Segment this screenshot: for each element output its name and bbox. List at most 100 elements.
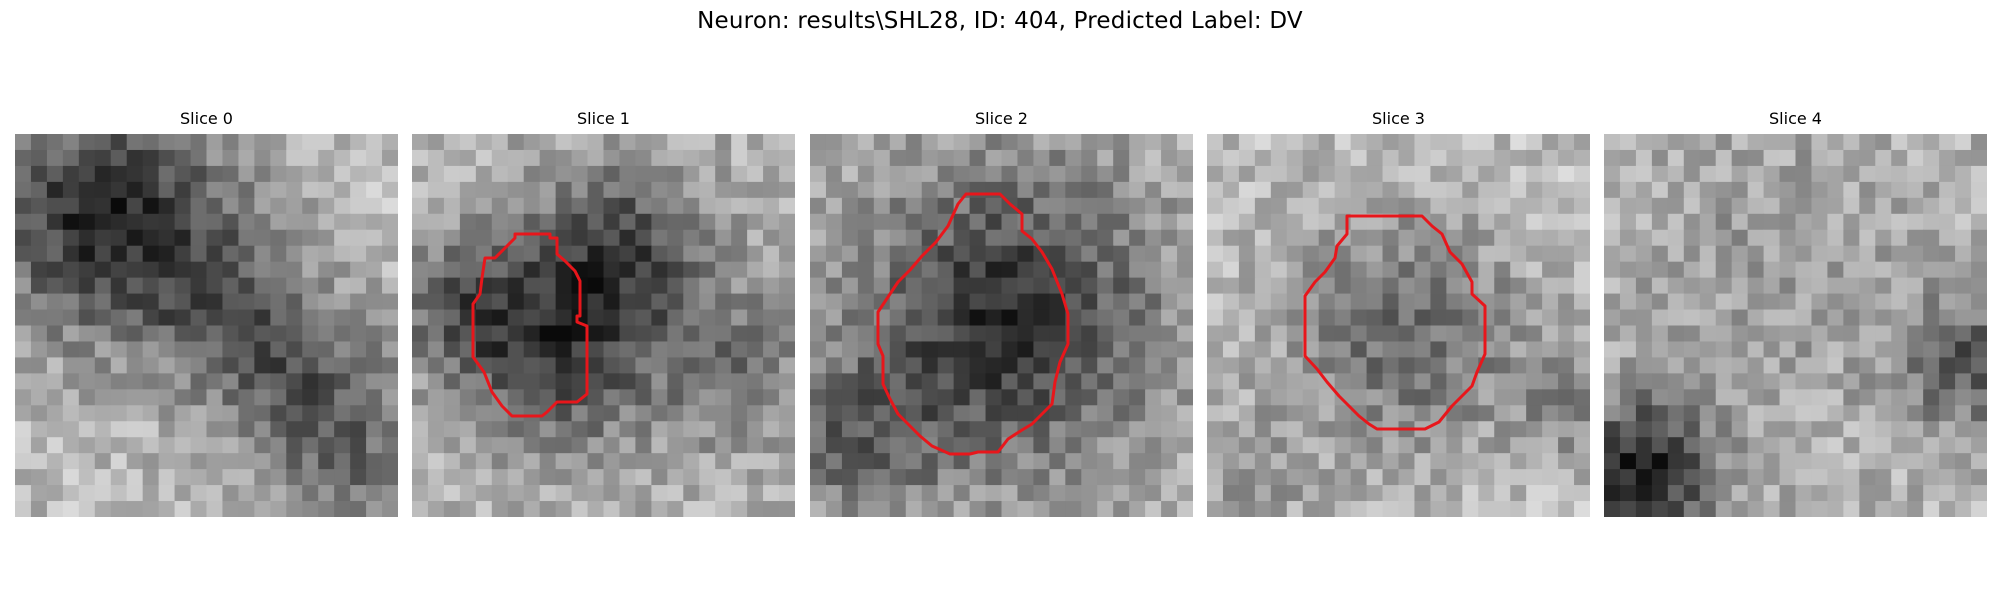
pixel <box>1382 501 1400 517</box>
pixel <box>699 453 716 470</box>
pixel <box>1177 469 1193 486</box>
pixel <box>1207 469 1224 486</box>
pixel <box>302 261 319 279</box>
pixel <box>810 197 827 215</box>
pixel <box>1619 197 1637 215</box>
pixel <box>1526 389 1543 406</box>
pixel <box>1065 405 1082 422</box>
pixel <box>889 437 907 454</box>
pixel <box>747 453 764 470</box>
pixel <box>1699 197 1717 215</box>
pixel <box>459 453 477 470</box>
pixel <box>1081 165 1098 183</box>
pixel <box>254 421 271 438</box>
pixel <box>1033 453 1050 470</box>
pixel <box>1542 213 1559 231</box>
pixel <box>1097 389 1114 406</box>
pixel <box>905 501 923 517</box>
pixel <box>366 277 383 295</box>
pixel <box>731 309 748 327</box>
pixel <box>1113 389 1130 406</box>
pixel <box>889 373 907 390</box>
pixel <box>142 485 160 502</box>
pixel <box>142 277 160 295</box>
pixel <box>699 213 716 231</box>
pixel <box>1001 325 1019 343</box>
pixel <box>1017 245 1035 263</box>
pixel <box>905 245 923 263</box>
pixel <box>969 309 987 327</box>
pixel <box>443 421 461 438</box>
pixel <box>1635 181 1653 199</box>
pixel <box>238 277 255 295</box>
pixel <box>459 245 477 263</box>
pixel <box>507 437 525 454</box>
pixel <box>350 245 367 263</box>
pixel <box>1907 421 1924 438</box>
pixel <box>1318 389 1336 406</box>
pixel <box>1907 181 1924 199</box>
pixel <box>731 261 748 279</box>
pixel <box>1254 325 1272 343</box>
pixel <box>619 357 637 374</box>
pixel <box>1302 453 1320 470</box>
pixel <box>1446 485 1463 502</box>
pixel <box>270 357 287 374</box>
pixel <box>318 277 335 295</box>
pixel <box>937 261 955 279</box>
pixel <box>1302 405 1320 422</box>
pixel <box>110 229 128 247</box>
pixel <box>350 341 367 359</box>
pixel <box>1113 469 1130 486</box>
pixel <box>1033 229 1050 247</box>
pixel <box>1699 277 1717 295</box>
pixel <box>1494 405 1511 422</box>
pixel <box>382 469 398 486</box>
pixel <box>286 213 303 231</box>
pixel <box>427 261 445 279</box>
pixel <box>1129 277 1146 295</box>
pixel <box>1843 309 1860 327</box>
pixel <box>1097 165 1114 183</box>
pixel <box>810 485 827 502</box>
pixel <box>523 501 541 517</box>
pixel <box>1971 389 1987 406</box>
pixel <box>889 389 907 406</box>
pixel <box>334 197 351 215</box>
pixel <box>1667 309 1685 327</box>
pixel <box>539 245 557 263</box>
pixel <box>1510 261 1527 279</box>
pixel <box>174 309 192 327</box>
pixel <box>1350 165 1368 183</box>
pixel <box>254 389 271 406</box>
pixel <box>1667 181 1685 199</box>
pixel <box>1604 181 1621 199</box>
pixel <box>1366 485 1384 502</box>
pixel <box>254 437 271 454</box>
pixel <box>779 261 795 279</box>
pixel <box>1222 229 1240 247</box>
pixel <box>1955 229 1972 247</box>
pixel <box>1302 181 1320 199</box>
pixel <box>1635 325 1653 343</box>
pixel <box>334 309 351 327</box>
pixel <box>1302 309 1320 327</box>
pixel <box>491 229 509 247</box>
pixel <box>747 357 764 374</box>
pixel <box>953 309 971 327</box>
pixel <box>318 405 335 422</box>
pixel <box>539 165 557 183</box>
pixel <box>1542 437 1559 454</box>
pixel <box>302 229 319 247</box>
pixel <box>1254 197 1272 215</box>
pixel <box>921 389 939 406</box>
pixel <box>1097 325 1114 343</box>
pixel <box>1350 501 1368 517</box>
pixel <box>30 277 48 295</box>
pixel <box>603 453 621 470</box>
pixel <box>334 149 351 167</box>
pixel <box>1145 197 1162 215</box>
pixel <box>1334 245 1352 263</box>
pixel <box>667 197 684 215</box>
pixel <box>15 501 32 517</box>
